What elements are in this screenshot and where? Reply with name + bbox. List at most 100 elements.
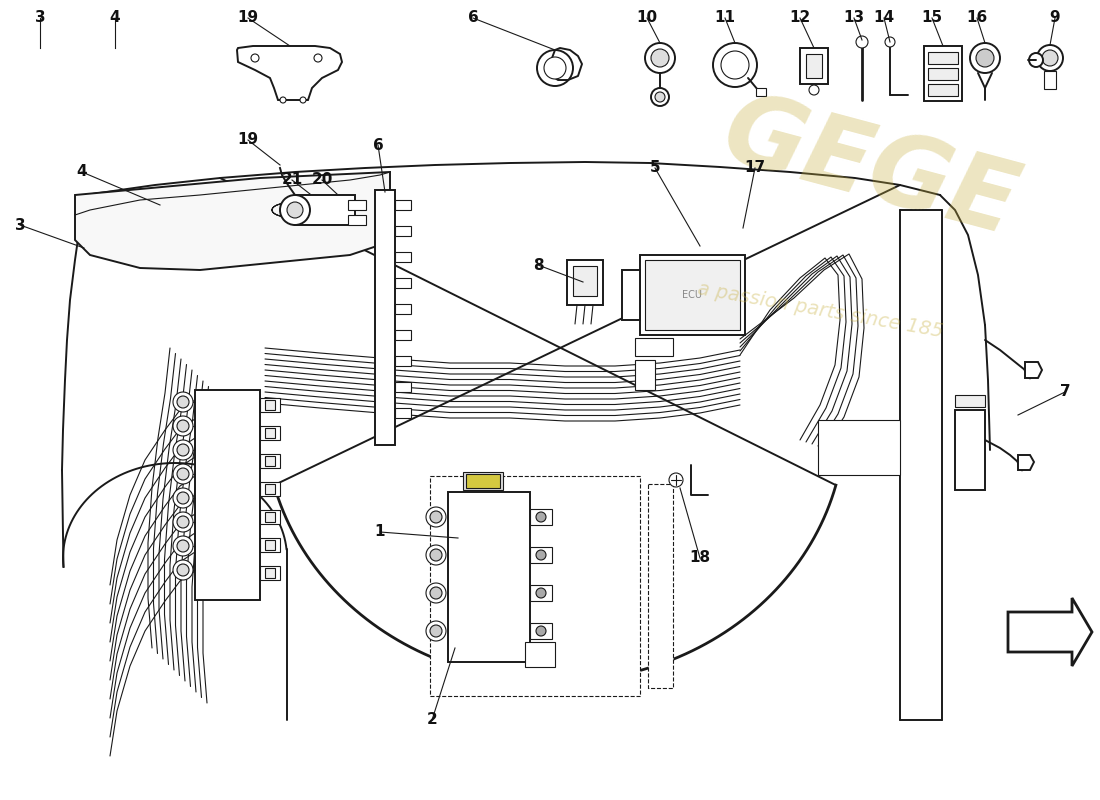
Bar xyxy=(430,476,640,696)
Text: 8: 8 xyxy=(532,258,543,273)
Bar xyxy=(295,195,355,225)
Text: 3: 3 xyxy=(14,218,25,233)
Circle shape xyxy=(976,49,994,67)
Text: 11: 11 xyxy=(715,10,736,26)
Text: GEGE: GEGE xyxy=(712,84,1027,256)
Circle shape xyxy=(173,464,192,484)
Bar xyxy=(265,568,275,578)
Bar xyxy=(395,382,411,392)
Text: 13: 13 xyxy=(844,10,865,26)
Circle shape xyxy=(173,488,192,508)
Bar xyxy=(395,252,411,262)
Circle shape xyxy=(177,516,189,528)
Circle shape xyxy=(544,57,566,79)
Circle shape xyxy=(651,88,669,106)
Bar xyxy=(265,512,275,522)
Circle shape xyxy=(177,420,189,432)
Bar xyxy=(924,46,962,101)
Circle shape xyxy=(430,625,442,637)
Circle shape xyxy=(654,92,666,102)
Circle shape xyxy=(177,564,189,576)
Text: 6: 6 xyxy=(468,10,478,26)
Circle shape xyxy=(886,37,895,47)
Circle shape xyxy=(970,43,1000,73)
Circle shape xyxy=(300,97,306,103)
Bar xyxy=(260,510,280,524)
Circle shape xyxy=(177,492,189,504)
Circle shape xyxy=(280,195,310,225)
Text: 10: 10 xyxy=(637,10,658,26)
Circle shape xyxy=(669,473,683,487)
Circle shape xyxy=(651,49,669,67)
Bar xyxy=(265,456,275,466)
Bar xyxy=(395,304,411,314)
Bar xyxy=(530,509,552,525)
Circle shape xyxy=(173,440,192,460)
Text: 2: 2 xyxy=(427,713,438,727)
Text: 6: 6 xyxy=(373,138,384,153)
Bar xyxy=(395,200,411,210)
Bar xyxy=(265,400,275,410)
Bar xyxy=(348,215,366,225)
Text: ECU: ECU xyxy=(682,290,702,300)
Bar xyxy=(260,398,280,412)
Text: 15: 15 xyxy=(922,10,943,26)
Circle shape xyxy=(1042,50,1058,66)
Bar xyxy=(463,472,503,490)
Text: 4: 4 xyxy=(77,165,87,179)
Circle shape xyxy=(1037,45,1063,71)
Circle shape xyxy=(173,560,192,580)
Bar xyxy=(260,566,280,580)
Text: 3: 3 xyxy=(35,10,45,26)
Circle shape xyxy=(426,621,446,641)
Bar xyxy=(530,547,552,563)
Text: 18: 18 xyxy=(690,550,711,566)
Polygon shape xyxy=(1008,598,1092,666)
Bar xyxy=(1044,71,1056,89)
Bar xyxy=(648,484,673,688)
Circle shape xyxy=(314,54,322,62)
Bar xyxy=(955,410,984,490)
Circle shape xyxy=(430,587,442,599)
Text: 12: 12 xyxy=(790,10,811,26)
Text: 5: 5 xyxy=(650,161,660,175)
Text: 16: 16 xyxy=(967,10,988,26)
Text: 19: 19 xyxy=(238,133,258,147)
Circle shape xyxy=(280,97,286,103)
Circle shape xyxy=(177,468,189,480)
Circle shape xyxy=(251,54,258,62)
Circle shape xyxy=(645,43,675,73)
Circle shape xyxy=(426,583,446,603)
Circle shape xyxy=(177,396,189,408)
Bar xyxy=(635,360,654,390)
Circle shape xyxy=(430,511,442,523)
Bar xyxy=(530,585,552,601)
Circle shape xyxy=(536,588,546,598)
Bar xyxy=(800,48,828,84)
Circle shape xyxy=(287,202,303,218)
Circle shape xyxy=(1028,53,1043,67)
Circle shape xyxy=(430,549,442,561)
Bar xyxy=(265,428,275,438)
Circle shape xyxy=(720,51,749,79)
Bar xyxy=(260,538,280,552)
Text: 21: 21 xyxy=(282,173,303,187)
Circle shape xyxy=(808,85,820,95)
Bar xyxy=(466,474,500,488)
Circle shape xyxy=(537,50,573,86)
Text: 1: 1 xyxy=(375,525,385,539)
Bar xyxy=(566,260,603,305)
Polygon shape xyxy=(1018,455,1034,470)
Circle shape xyxy=(173,392,192,412)
Bar xyxy=(621,270,640,320)
Bar xyxy=(375,190,395,445)
Text: 19: 19 xyxy=(238,10,258,26)
Text: 9: 9 xyxy=(1049,10,1060,26)
Bar xyxy=(928,52,958,64)
Bar xyxy=(756,88,766,96)
Bar xyxy=(525,642,556,667)
Circle shape xyxy=(536,626,546,636)
Bar xyxy=(265,484,275,494)
Text: 7: 7 xyxy=(1059,385,1070,399)
Polygon shape xyxy=(1025,362,1042,378)
